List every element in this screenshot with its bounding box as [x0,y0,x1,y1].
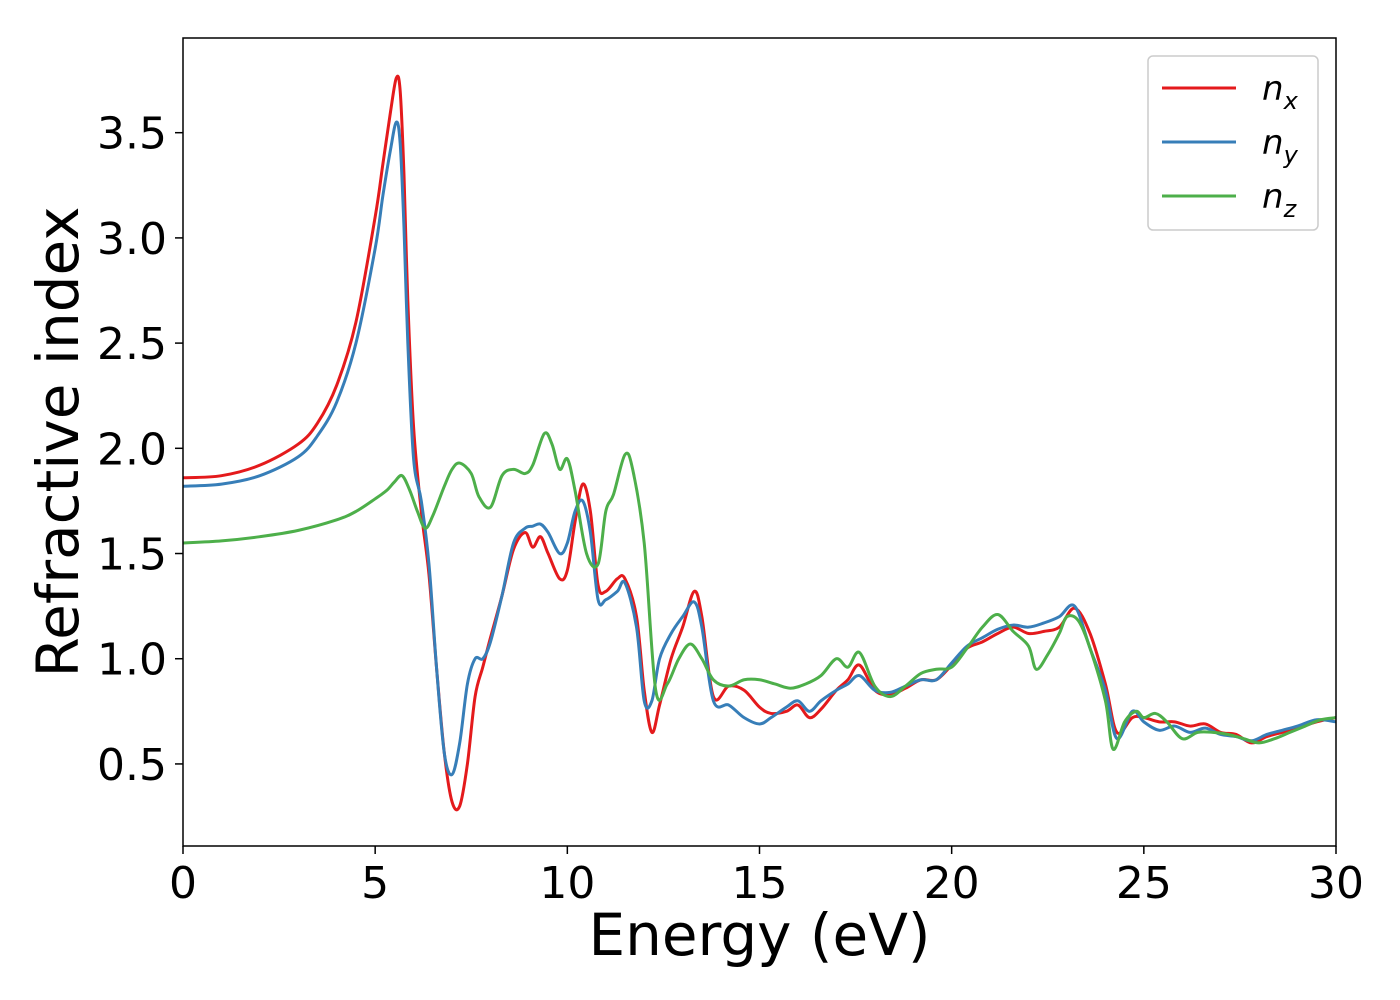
x-axis-ticks: 0 5 10 15 20 25 30 [169,846,1364,909]
x-tick-label: 15 [732,858,788,909]
y-tick-label: 3.0 [97,214,167,265]
x-tick-label: 30 [1308,858,1364,909]
legend-label-z: nz [1262,177,1298,223]
legend-label-base: n [1262,123,1284,163]
y-axis-title: Refractive index [24,206,92,677]
legend-label-x: nx [1262,69,1299,115]
x-tick-label: 10 [539,858,595,909]
plot-lines [183,74,1336,812]
x-tick-label: 5 [361,858,389,909]
y-tick-label: 3.5 [97,109,167,160]
x-tick-label: 20 [924,858,980,909]
y-tick-label: 2.0 [97,424,167,475]
y-tick-label: 2.5 [97,319,167,370]
y-tick-label: 1.0 [97,635,167,686]
x-axis-title: Energy (eV) [588,901,930,969]
y-tick-label: 0.5 [97,740,167,791]
series-line-z [183,431,1336,751]
legend-label-y: ny [1262,123,1299,169]
legend-label-base: n [1262,69,1284,109]
legend-label-subscript: y [1283,141,1299,169]
legend-label-subscript: z [1283,195,1298,223]
series-line-x [183,74,1336,812]
legend-label-base: n [1262,177,1284,217]
x-tick-label: 0 [169,858,197,909]
x-tick-label: 25 [1116,858,1172,909]
y-axis-ticks: 0.5 1.0 1.5 2.0 2.5 3.0 3.5 [97,109,183,791]
legend-label-subscript: x [1283,87,1299,115]
y-tick-label: 1.5 [97,530,167,581]
series-line-y [183,120,1336,777]
